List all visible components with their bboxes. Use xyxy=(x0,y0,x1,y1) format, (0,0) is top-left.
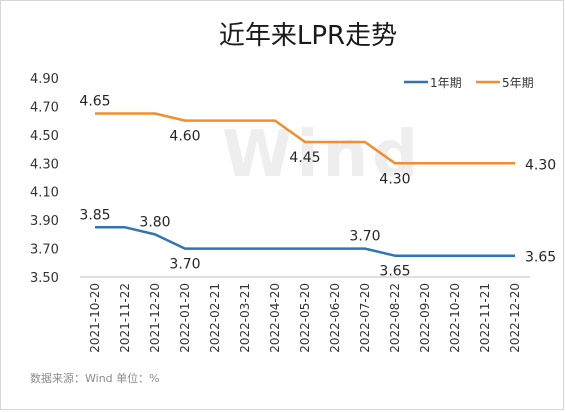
x-tick-label: 2022-08-22 xyxy=(388,283,402,353)
x-axis: 2021-10-20 2021-11-22 2021-12-20 2022-01-20… xyxy=(80,276,530,353)
x-tick-label: 2021-11-22 xyxy=(118,283,132,353)
data-label: 3.80 xyxy=(139,214,170,230)
y-tick-label: 3.70 xyxy=(30,243,59,258)
data-label: 4.65 xyxy=(79,94,110,110)
y-tick-label: 4.90 xyxy=(30,72,59,87)
x-tick-label: 2022-11-21 xyxy=(478,283,492,353)
x-tick-label: 2022-06-20 xyxy=(328,283,342,353)
data-label: 3.70 xyxy=(169,257,200,273)
y-tick-label: 4.50 xyxy=(30,129,59,144)
data-label: 3.65 xyxy=(525,250,556,266)
series-line-1y xyxy=(95,226,515,257)
y-axis: 3.50 3.70 3.90 4.10 4.30 4.50 4.70 4.90 xyxy=(30,72,59,286)
legend: 1年期 5年期 xyxy=(404,76,534,90)
x-tick-label: 2022-12-20 xyxy=(508,283,522,353)
series-line-5y xyxy=(95,112,515,165)
y-tick-label: 3.50 xyxy=(30,271,59,286)
legend-label-1y: 1年期 xyxy=(430,76,462,90)
y-tick-label: 4.30 xyxy=(30,157,59,172)
y-tick-label: 3.90 xyxy=(30,214,59,229)
x-tick-label: 2022-09-20 xyxy=(418,283,432,353)
data-labels: 3.85 3.80 3.70 3.70 3.65 3.65 4.65 4.60 4.45 4.30… xyxy=(79,94,556,280)
x-tick-label: 2022-07-20 xyxy=(358,283,372,353)
chart-title: 近年来LPR走势 xyxy=(219,21,397,51)
data-label: 3.85 xyxy=(79,207,110,223)
x-tick-label: 2022-10-20 xyxy=(448,283,462,353)
data-label: 4.30 xyxy=(379,171,410,187)
x-tick-label: 2022-04-20 xyxy=(268,283,282,353)
data-label: 4.60 xyxy=(169,129,200,145)
y-tick-label: 4.10 xyxy=(30,186,59,201)
data-label: 3.70 xyxy=(349,229,380,245)
legend-label-5y: 5年期 xyxy=(502,76,534,90)
x-tick-label: 2021-12-20 xyxy=(148,283,162,353)
source-note: 数据来源：Wind 单位：% xyxy=(30,372,160,385)
x-tick-label: 2022-03-21 xyxy=(238,283,252,353)
data-label: 3.65 xyxy=(379,264,410,280)
data-label: 4.45 xyxy=(289,150,320,166)
x-tick-label: 2022-02-21 xyxy=(208,283,222,353)
x-tick-label: 2021-10-20 xyxy=(88,283,102,353)
series-lines xyxy=(95,112,515,257)
x-tick-label: 2022-01-20 xyxy=(178,283,192,353)
y-tick-label: 4.70 xyxy=(30,100,59,115)
data-label: 4.30 xyxy=(525,157,556,173)
x-tick-label: 2022-05-20 xyxy=(298,283,312,353)
